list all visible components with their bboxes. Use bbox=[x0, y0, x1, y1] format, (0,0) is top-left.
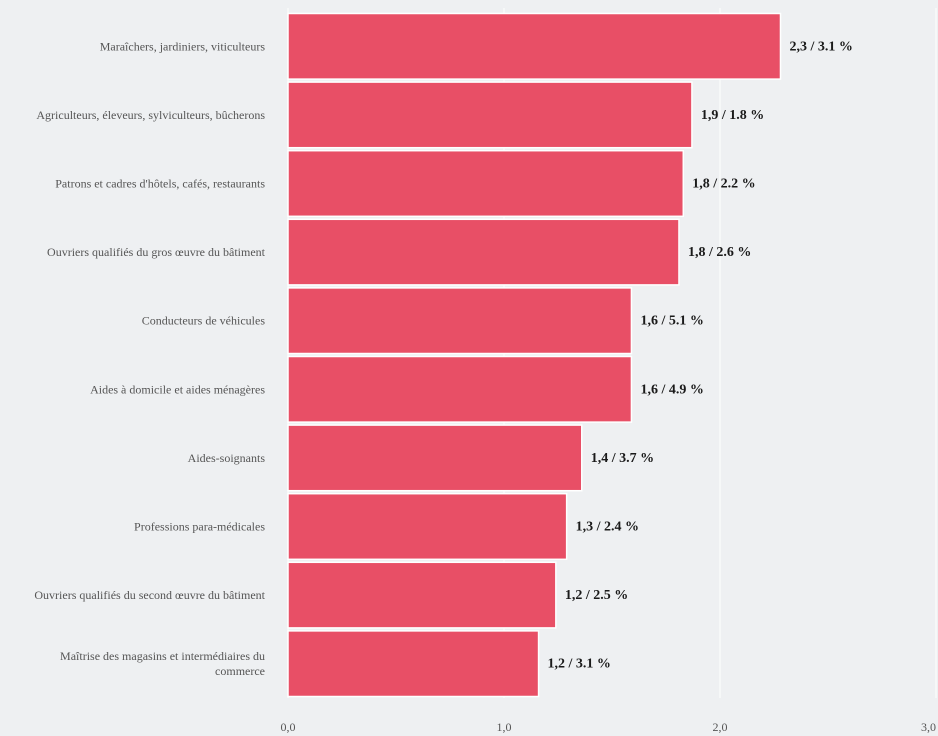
x-tick-label-2: 2,0 bbox=[713, 720, 728, 734]
category-label-9: Maîtrise des magasins et intermédiaires … bbox=[60, 649, 265, 678]
category-label-0: Maraîchers, jardiniers, viticulteurs bbox=[100, 39, 266, 53]
x-tick-label-0: 0,0 bbox=[281, 720, 296, 734]
category-label-6: Aides-soignants bbox=[188, 451, 266, 465]
data-label-1: 1,9 / 1.8 % bbox=[701, 108, 764, 123]
bar-5 bbox=[287, 355, 633, 423]
data-labels: 2,3 / 3.1 % 1,9 / 1.8 % 1,8 / 2.2 % 1,8 / 2… bbox=[548, 39, 853, 671]
data-label-8: 1,2 / 2.5 % bbox=[565, 588, 628, 603]
data-label-7: 1,3 / 2.4 % bbox=[576, 520, 639, 535]
data-label-0: 2,3 / 3.1 % bbox=[789, 39, 852, 54]
category-label-4: Conducteurs de véhicules bbox=[142, 314, 266, 328]
category-label-5: Aides à domicile et aides ménagères bbox=[90, 382, 265, 396]
category-labels: Maraîchers, jardiniers, viticulteurs Agri… bbox=[34, 39, 265, 678]
x-axis-ticks: 0,0 1,0 2,0 3,0 bbox=[281, 720, 937, 734]
x-tick-label-1: 1,0 bbox=[497, 720, 512, 734]
bar-2 bbox=[287, 149, 685, 218]
category-label-8: Ouvriers qualifiés du second œuvre du bâ… bbox=[34, 588, 265, 602]
bar-9 bbox=[287, 630, 540, 698]
category-label-2: Patrons et cadres d'hôtels, cafés, resta… bbox=[55, 177, 265, 191]
bar-3 bbox=[287, 218, 680, 286]
data-label-5: 1,6 / 4.9 % bbox=[640, 382, 703, 397]
category-label-3: Ouvriers qualifiés du gros œuvre du bâti… bbox=[47, 245, 266, 259]
data-label-6: 1,4 / 3.7 % bbox=[591, 451, 654, 466]
bar-4 bbox=[287, 287, 633, 355]
data-label-9: 1,2 / 3.1 % bbox=[548, 657, 611, 672]
data-label-2: 1,8 / 2.2 % bbox=[692, 177, 755, 192]
data-label-3: 1,8 / 2.6 % bbox=[688, 245, 751, 260]
bar-7 bbox=[287, 492, 568, 561]
category-label-7: Professions para-médicales bbox=[134, 520, 265, 534]
bars bbox=[287, 12, 782, 698]
bar-1 bbox=[287, 81, 693, 149]
data-label-4: 1,6 / 5.1 % bbox=[640, 314, 703, 329]
bar-0 bbox=[287, 12, 782, 80]
x-tick-label-3: 3,0 bbox=[921, 720, 936, 734]
bar-6 bbox=[287, 424, 583, 492]
bar-8 bbox=[287, 561, 557, 629]
category-label-1: Agriculteurs, éleveurs, sylviculteurs, b… bbox=[36, 108, 265, 122]
